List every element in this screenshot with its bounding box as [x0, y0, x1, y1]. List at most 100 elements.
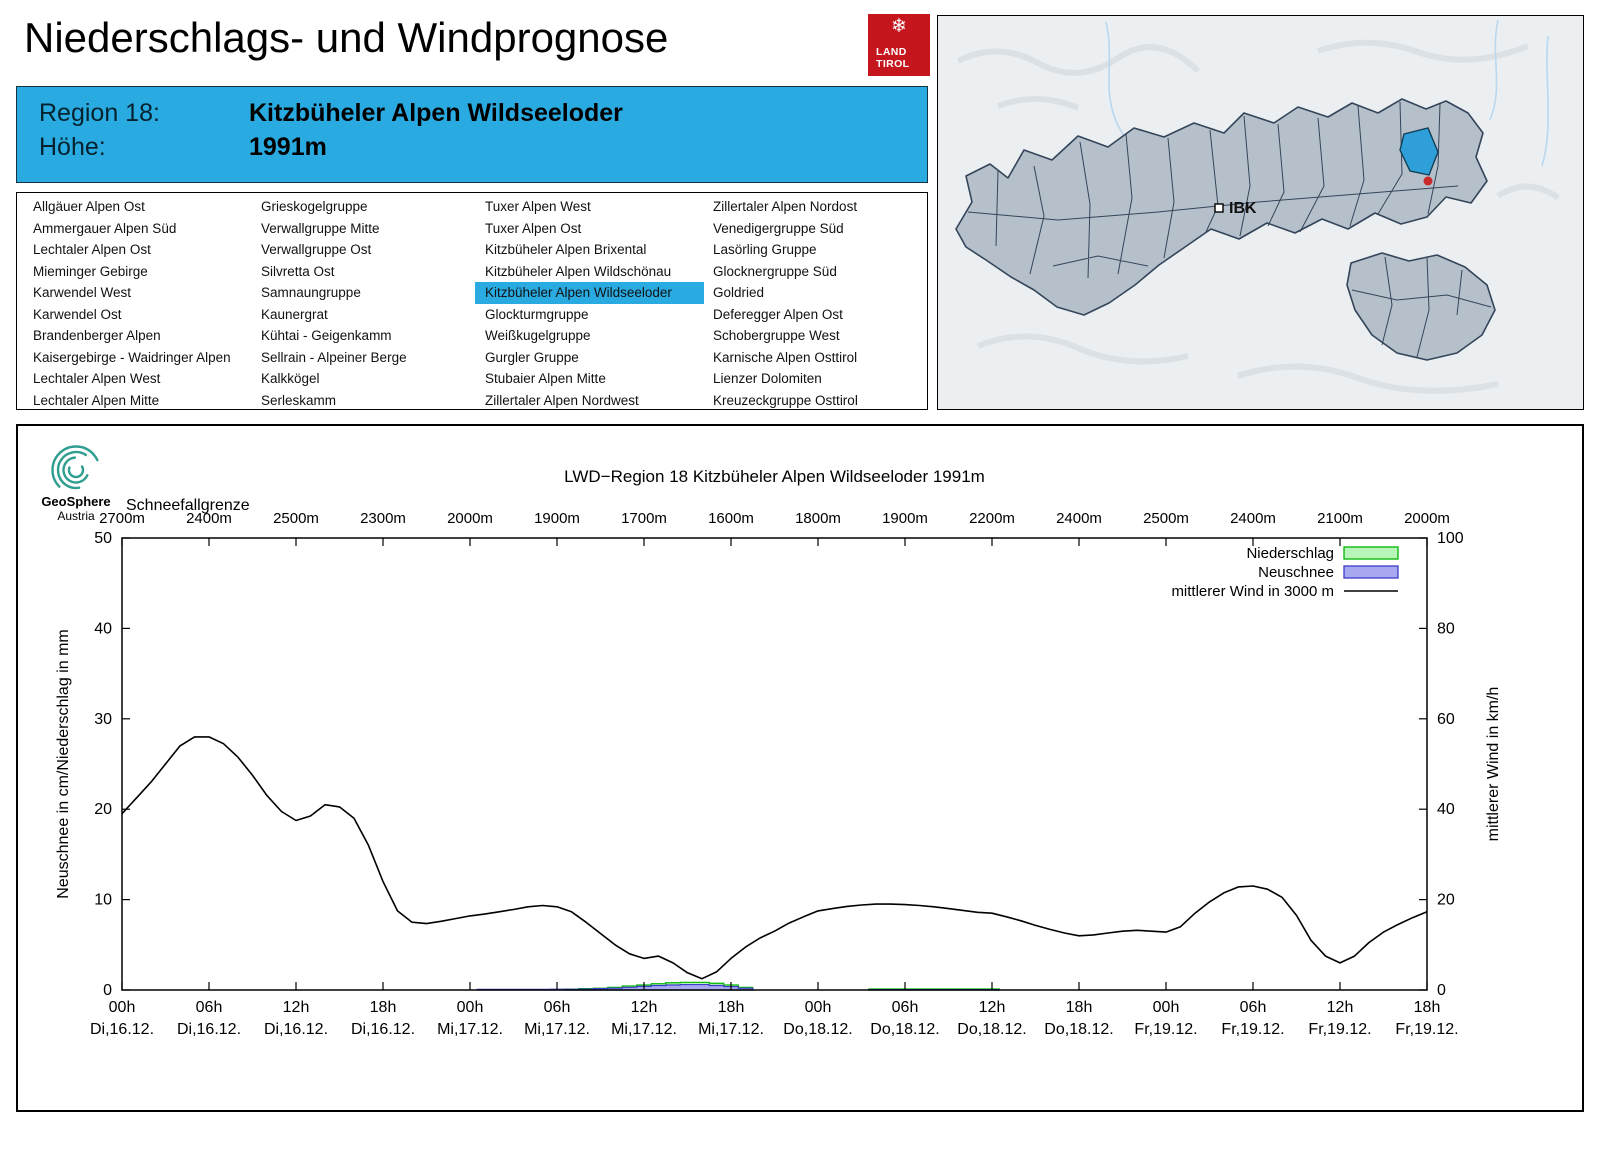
y-tick-left-label: 50 — [94, 530, 112, 547]
region-list-item[interactable]: Lechtaler Alpen West — [33, 371, 161, 386]
logo-line2: TIROL — [876, 58, 910, 70]
y-tick-right-label: 80 — [1437, 620, 1455, 637]
region-list-item[interactable]: Sellrain - Alpeiner Berge — [261, 349, 407, 365]
region-list-item[interactable]: Kaunergrat — [261, 306, 328, 322]
x-tick-time: 06h — [1240, 999, 1267, 1016]
region-list-item[interactable]: Mieminger Gebirge — [33, 263, 148, 279]
x-tick-time: 18h — [1066, 999, 1093, 1016]
forecast-chart: GeoSphere Austria 00h Di,16.12. 2700m 06h Di… — [41, 445, 1502, 1038]
x-tick-date: Mi,17.12. — [611, 1021, 677, 1038]
region-list-item[interactable]: Samnaungruppe — [261, 285, 361, 300]
region-list-item[interactable]: Karnische Alpen Osttirol — [713, 349, 858, 365]
x-tick-time: 00h — [109, 999, 136, 1016]
y-tick-right-label: 100 — [1437, 530, 1464, 547]
logo-line1: LAND — [876, 46, 907, 58]
snowline-value: 2200m — [969, 510, 1015, 527]
y-tick-right-label: 40 — [1437, 801, 1455, 818]
legend-swatch-box — [1343, 565, 1399, 579]
y-tick-left-label: 30 — [94, 711, 112, 728]
region-list-item[interactable]: Verwallgruppe Mitte — [261, 220, 380, 236]
tirol-eagle-icon: ❄ — [891, 16, 907, 37]
y-axis-label-left: Neuschnee in cm/Niederschlag in mm — [55, 629, 72, 898]
y-tick-right-label: 20 — [1437, 892, 1455, 909]
region-list-item[interactable]: Grieskogelgruppe — [261, 199, 368, 214]
selected-region-shape[interactable] — [1399, 127, 1439, 176]
region-list-item[interactable]: Glockturmgruppe — [485, 306, 589, 322]
region-list-item[interactable]: Deferegger Alpen Ost — [713, 306, 843, 322]
land-tirol-logo-text: LAND TIROL — [876, 46, 910, 70]
region-list-item[interactable]: Schobergruppe West — [713, 328, 840, 343]
region-list-item[interactable]: Glocknergruppe Süd — [713, 263, 837, 279]
region-list-item[interactable]: Karwendel Ost — [33, 306, 122, 322]
region-list-item[interactable]: Silvretta Ost — [261, 263, 335, 279]
x-tick-date: Mi,17.12. — [524, 1021, 590, 1038]
x-tick-date: Fr,19.12. — [1221, 1021, 1284, 1038]
elevation-value: 1991m — [249, 133, 327, 161]
x-tick-time: 06h — [544, 999, 571, 1016]
region-list-item[interactable]: Kalkkögel — [261, 371, 320, 386]
region-list-item[interactable]: Lechtaler Alpen Mitte — [33, 392, 160, 408]
innsbruck-marker — [1214, 203, 1224, 213]
region-list-item[interactable]: Venedigergruppe Süd — [713, 220, 844, 236]
y-tick-left-label: 0 — [103, 982, 112, 999]
region-list-item[interactable]: Kitzbüheler Alpen Wildschönau — [485, 263, 672, 279]
region-list-item[interactable]: Lasörling Gruppe — [713, 242, 817, 257]
tirol-region-map[interactable]: IBK — [938, 16, 1583, 409]
x-tick-date: Di,16.12. — [351, 1021, 415, 1038]
snowline-value: 2400m — [186, 510, 232, 527]
forecast-chart-panel: GeoSphere Austria 00h Di,16.12. 2700m 06h Di… — [16, 424, 1584, 1112]
geosphere-country: Austria — [57, 509, 95, 523]
region-list-item[interactable]: Ammergauer Alpen Süd — [33, 220, 177, 236]
region-list-item[interactable]: Goldried — [713, 285, 765, 300]
tirol-map-panel[interactable]: IBK — [937, 15, 1584, 410]
page-title: Niederschlags- und Windprognose — [24, 14, 669, 61]
y-tick-left-label: 10 — [94, 892, 112, 909]
region-list-item[interactable]: Kitzbüheler Alpen Brixental — [485, 242, 647, 257]
region-list-item[interactable]: Kitzbüheler Alpen Wildseeloder — [475, 282, 704, 304]
x-tick-time: 18h — [718, 999, 745, 1016]
legend-label: Neuschnee — [1258, 564, 1334, 581]
region-list-item[interactable]: Weißkugelgruppe — [485, 328, 591, 343]
region-list-item[interactable]: Brandenberger Alpen — [33, 328, 161, 343]
region-list-item[interactable]: Gurgler Gruppe — [485, 349, 579, 365]
x-tick-date: Mi,17.12. — [698, 1021, 764, 1038]
region-list-item[interactable]: Tuxer Alpen Ost — [485, 220, 582, 236]
region-list-item[interactable]: Kaisergebirge - Waidringer Alpen — [33, 349, 231, 365]
x-tick-time: 12h — [1327, 999, 1354, 1016]
snowline-value: 2000m — [1404, 510, 1450, 527]
region-list-item[interactable]: Zillertaler Alpen Nordost — [713, 199, 858, 214]
region-list-item[interactable]: Serleskamm — [261, 392, 337, 408]
terrain-shading — [956, 39, 1560, 394]
region-list-item[interactable]: Karwendel West — [33, 285, 132, 300]
x-tick-date: Do,18.12. — [957, 1021, 1026, 1038]
elevation-label: Höhe: — [39, 133, 106, 161]
land-tirol-logo: ❄ LAND TIROL — [868, 14, 930, 76]
region-column-3: Zillertaler Alpen Nordost Venedigergruppe… — [703, 196, 868, 411]
region-list-item[interactable]: Kühtai - Geigenkamm — [261, 328, 392, 343]
x-tick-date: Fr,19.12. — [1395, 1021, 1458, 1038]
x-tick-time: 12h — [979, 999, 1006, 1016]
snowline-value: 2400m — [1056, 510, 1102, 527]
region-list-item[interactable]: Lechtaler Alpen Ost — [33, 242, 151, 257]
region-list-item[interactable]: Zillertaler Alpen Nordwest — [485, 392, 639, 408]
region-column-1: Grieskogelgruppe Verwallgruppe Mitte Verwa… — [251, 196, 417, 411]
x-tick-time: 12h — [283, 999, 310, 1016]
snowline-value: 1900m — [534, 510, 580, 527]
region-number-label: Region 18: — [39, 99, 160, 127]
wind-line — [121, 736, 1428, 980]
region-list-item[interactable]: Lienzer Dolomiten — [713, 371, 822, 386]
x-tick-time: 06h — [892, 999, 919, 1016]
snowline-value: 1900m — [882, 510, 928, 527]
snowline-value: 2500m — [1143, 510, 1189, 527]
region-list-item[interactable]: Tuxer Alpen West — [485, 199, 591, 214]
x-tick-date: Mi,17.12. — [437, 1021, 503, 1038]
region-list-item[interactable]: Stubaier Alpen Mitte — [485, 371, 606, 386]
region-list-item[interactable]: Allgäuer Alpen Ost — [33, 199, 145, 214]
region-list-item[interactable]: Kreuzeckgruppe Osttirol — [713, 392, 858, 408]
snowline-value: 2300m — [360, 510, 406, 527]
snowline-value: 1600m — [708, 510, 754, 527]
x-tick-date: Fr,19.12. — [1308, 1021, 1371, 1038]
chart-title: LWD−Region 18 Kitzbüheler Alpen Wildseel… — [564, 467, 985, 486]
region-list-item[interactable]: Verwallgruppe Ost — [261, 242, 372, 257]
